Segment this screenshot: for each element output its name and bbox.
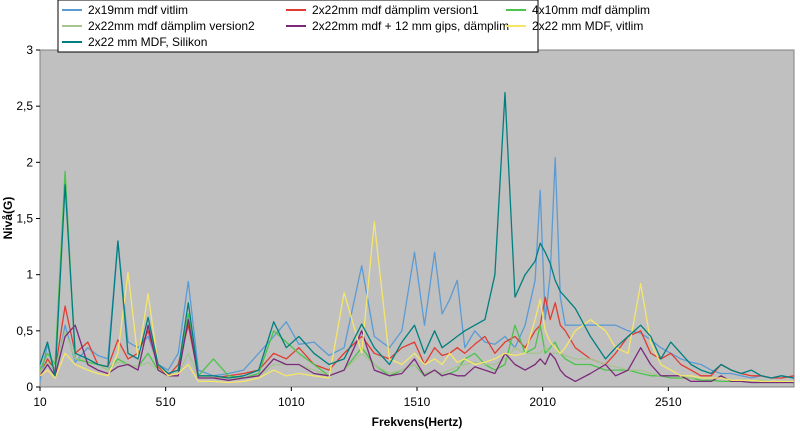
y-tick-label: 1 xyxy=(26,268,33,282)
legend-label-3: 4x10mm mdf dämplim xyxy=(532,3,650,17)
series-line-5 xyxy=(39,318,794,384)
legend-label-5: 2x22mm mdf + 12 mm gips, dämplim xyxy=(312,19,509,33)
legend-label-1: 2x19mm mdf vitlim xyxy=(88,3,188,17)
series-line-6 xyxy=(39,221,794,384)
y-tick-label: 3 xyxy=(26,43,33,57)
x-tick-label: 510 xyxy=(156,395,176,409)
legend: 2x19mm mdf vitlim 2x22mm mdf dämplim vers… xyxy=(57,0,650,53)
legend-label-4: 2x22mm mdf dämplim version2 xyxy=(88,19,255,33)
legend-label-2: 2x22mm mdf dämplim version1 xyxy=(312,3,479,17)
y-tick-label: 2,5 xyxy=(16,99,33,113)
x-tick-label: 2010 xyxy=(529,395,556,409)
plot-area xyxy=(39,49,795,388)
series-line-7 xyxy=(39,92,795,379)
x-axis: 10 510 1010 1510 2010 2510 xyxy=(33,387,682,409)
x-tick-label: 1510 xyxy=(404,395,431,409)
series-line-3 xyxy=(39,170,794,384)
legend-label-6: 2x22 mm MDF, vitlim xyxy=(532,19,643,33)
x-tick-label: 2510 xyxy=(655,395,682,409)
y-tick-label: 0,5 xyxy=(16,324,33,338)
y-axis: 0 0,5 1 1,5 2 2,5 3 xyxy=(16,43,40,394)
y-tick-label: 0 xyxy=(26,380,33,394)
x-tick-label: 10 xyxy=(33,395,47,409)
legend-label-7: 2x22 mm MDF, Silikon xyxy=(88,35,207,49)
y-axis-title: Nivå(G) xyxy=(1,197,15,240)
y-tick-label: 2 xyxy=(26,155,33,169)
x-tick-label: 1010 xyxy=(278,395,305,409)
x-axis-title: Frekvens(Hertz) xyxy=(372,415,463,429)
y-tick-label: 1,5 xyxy=(16,212,33,226)
series-layer xyxy=(39,92,795,384)
